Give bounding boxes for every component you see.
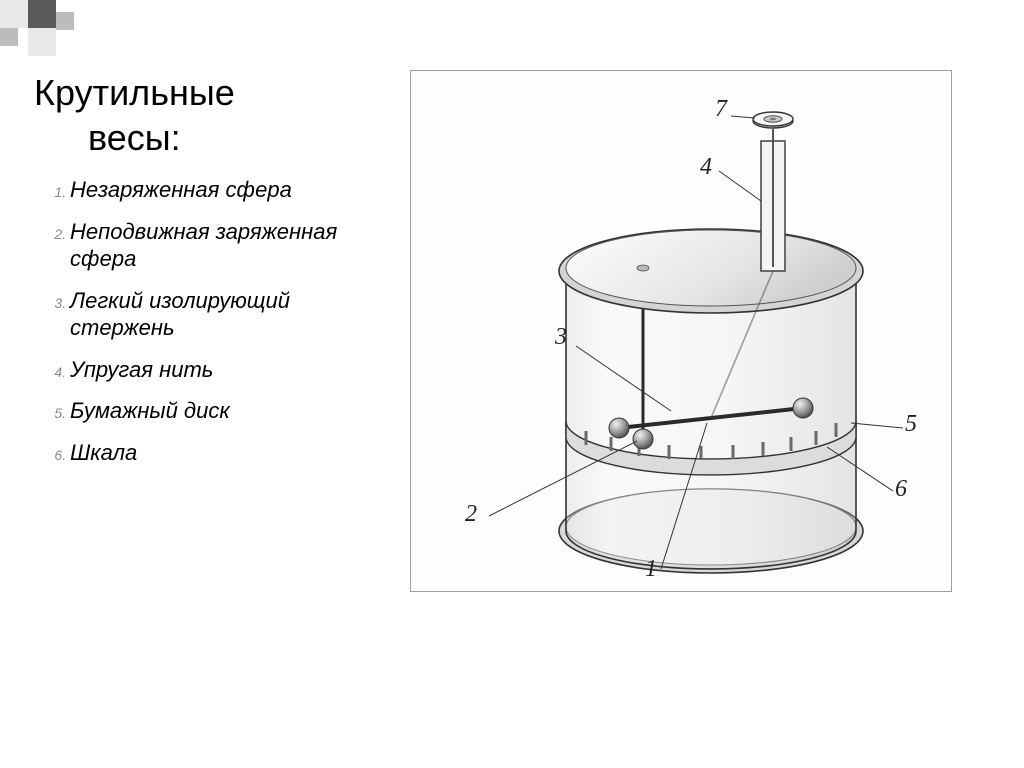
list-item: Неподвижная заряженная сфера xyxy=(70,218,374,273)
list-item: Незаряженная сфера xyxy=(70,176,374,204)
label-4: 4 xyxy=(700,154,712,180)
slide-title: Крутильные весы: xyxy=(34,70,394,160)
diagram-frame: 1 2 3 4 5 6 7 xyxy=(410,70,952,592)
label-1: 1 xyxy=(645,556,657,582)
label-3: 3 xyxy=(554,324,567,350)
torsion-balance-diagram: 1 2 3 4 5 6 7 xyxy=(411,71,951,591)
list-item: Легкий изолирующий стержень xyxy=(70,287,374,342)
list-item: Шкала xyxy=(70,439,374,467)
list-item: Бумажный диск xyxy=(70,397,374,425)
list-item: Упругая нить xyxy=(70,356,374,384)
title-line-1: Крутильные xyxy=(34,72,235,113)
title-line-2: весы: xyxy=(34,115,394,160)
label-2: 2 xyxy=(465,501,477,527)
label-6: 6 xyxy=(895,476,907,502)
legend-list: Незаряженная сфера Неподвижная заряженна… xyxy=(34,176,374,480)
label-5: 5 xyxy=(905,411,917,437)
label-7: 7 xyxy=(715,96,728,122)
